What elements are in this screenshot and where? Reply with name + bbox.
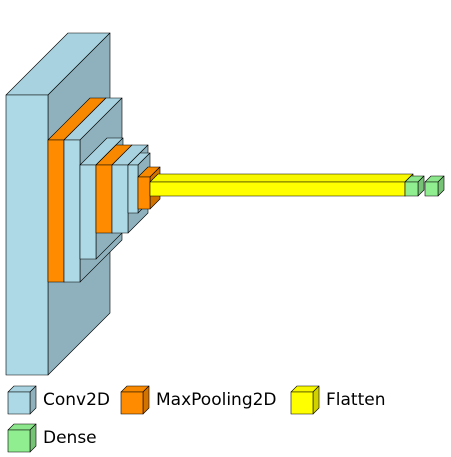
legend: Conv2D MaxPooling2D Flatten Dense xyxy=(7,385,385,453)
legend-label: Flatten xyxy=(326,390,385,410)
legend-label: Dense xyxy=(43,428,97,448)
layer-box-flatten xyxy=(149,173,414,197)
legend-item-dense: Dense xyxy=(7,423,97,453)
legend-label: MaxPooling2D xyxy=(156,390,277,410)
legend-item-conv2d: Conv2D xyxy=(7,385,110,415)
legend-item-maxpool: MaxPooling2D xyxy=(120,385,277,415)
layer-boxes xyxy=(5,32,445,376)
legend-label: Conv2D xyxy=(43,390,110,410)
layer-box-dense xyxy=(424,175,445,197)
layer-box-dense xyxy=(404,175,425,197)
legend-item-flatten: Flatten xyxy=(290,385,385,415)
